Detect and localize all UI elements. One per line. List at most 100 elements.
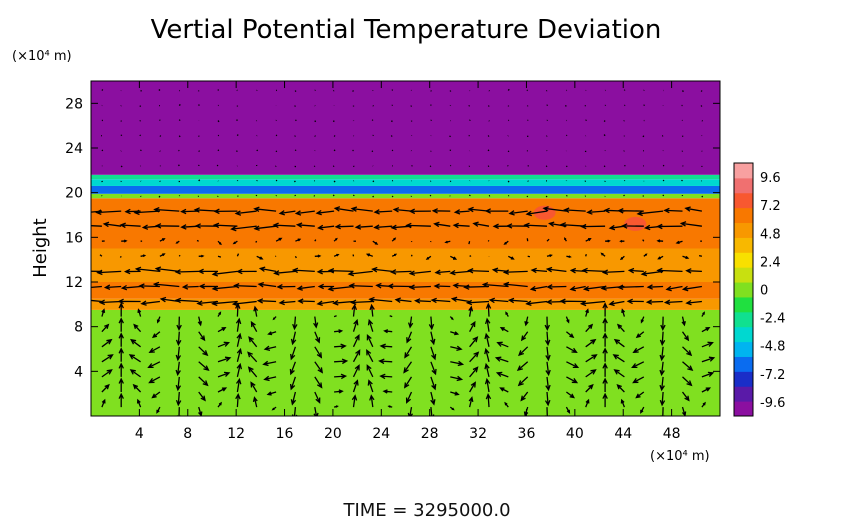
colorbar-swatch [734, 326, 753, 343]
wind-vector [217, 356, 232, 363]
heatmap-layers [91, 81, 720, 416]
wind-vector [469, 366, 479, 378]
wind-vector [253, 206, 277, 212]
wind-vector [368, 296, 393, 303]
wind-vector [700, 105, 703, 107]
wind-vector [613, 369, 625, 378]
colorbar [734, 163, 753, 417]
wind-vector [581, 267, 606, 274]
wind-vector [211, 270, 238, 277]
wind-vector [367, 379, 374, 393]
wind-vector [660, 407, 666, 416]
wind-vector [217, 401, 222, 408]
wind-vector [327, 285, 354, 292]
wind-vector [315, 209, 335, 216]
wind-vector [217, 387, 228, 393]
wind-vector [564, 237, 567, 242]
y-tick-label: 28 [65, 96, 83, 112]
wind-vector [178, 119, 181, 122]
wind-vector [700, 90, 703, 92]
wind-vector [174, 297, 199, 304]
wind-vector [429, 180, 432, 182]
wind-vector [621, 308, 626, 317]
wind-vector [617, 284, 644, 290]
wind-vector [366, 364, 374, 378]
colorbar-swatch [734, 371, 753, 387]
wind-vector [372, 240, 379, 245]
wind-vector [352, 90, 354, 92]
wind-vector [626, 298, 644, 305]
wind-vector [524, 316, 529, 327]
wind-vector [469, 381, 476, 393]
heatmap-layer-5 [91, 193, 720, 199]
wind-vector [278, 299, 296, 306]
heatmap-layer-3 [91, 248, 720, 282]
wind-vector [247, 351, 258, 363]
wind-vector [430, 346, 437, 361]
wind-vector [453, 209, 470, 215]
wind-vector [602, 347, 608, 362]
wind-vector [643, 104, 645, 106]
wind-vector [382, 389, 393, 394]
wind-vector [659, 391, 666, 407]
heatmap-layer-1 [91, 298, 720, 310]
wind-vector [347, 270, 373, 277]
wind-vector [642, 239, 645, 242]
wind-vector [391, 253, 398, 257]
wind-vector [352, 194, 355, 197]
colorbar-swatch [734, 163, 753, 179]
colorbar-tick-label: -4.8 [760, 340, 785, 355]
wind-vector [118, 362, 124, 377]
wind-vector [640, 406, 645, 414]
vector-field [91, 88, 716, 416]
wind-vector [118, 317, 124, 332]
wind-vector [334, 373, 348, 380]
wind-vector [496, 341, 509, 348]
wind-vector [530, 267, 548, 274]
wind-vector [313, 165, 316, 167]
wind-vector [507, 297, 528, 304]
x-tick-label: 28 [421, 426, 439, 442]
wind-vector [681, 316, 686, 327]
heatmap-layer-7 [91, 179, 720, 186]
wind-vector [253, 225, 277, 231]
plot-area [91, 81, 720, 416]
colorbar-swatch [734, 237, 753, 253]
wind-vector [450, 391, 460, 396]
wind-vector [408, 270, 431, 276]
heatmap-layer-2 [91, 282, 720, 299]
wind-vector [428, 316, 435, 331]
wind-vector [333, 149, 336, 152]
wind-vector [348, 283, 373, 289]
wind-vector [449, 269, 470, 276]
colorbar-swatch [734, 267, 753, 283]
wind-vector [198, 406, 203, 416]
colorbar-tick-label: -9.6 [760, 396, 785, 411]
wind-vector [405, 222, 431, 229]
colorbar-swatch [734, 177, 753, 194]
wind-vector [151, 391, 161, 399]
wind-vector [403, 361, 413, 374]
wind-vector [492, 223, 509, 229]
y-tick-label: 4 [74, 364, 83, 380]
wind-vector [545, 346, 551, 362]
wind-vector [659, 331, 666, 347]
wind-vector [175, 361, 181, 377]
wind-vector [295, 238, 302, 242]
wind-vector [313, 316, 319, 329]
wind-vector [585, 119, 587, 122]
wind-vector [566, 376, 579, 384]
wind-vector [656, 223, 683, 230]
wind-vector [503, 240, 509, 245]
wind-vector [197, 268, 218, 275]
y-tick-label: 12 [65, 275, 83, 291]
colorbar-tick-label: 0 [760, 284, 768, 299]
wind-vector [250, 320, 258, 333]
wind-vector [151, 331, 161, 339]
wind-vector [430, 331, 436, 346]
wind-vector [175, 240, 180, 244]
wind-vector [407, 316, 414, 329]
wind-vector [403, 376, 413, 389]
wind-vector [525, 210, 548, 217]
x-tick-label: 4 [135, 426, 144, 442]
